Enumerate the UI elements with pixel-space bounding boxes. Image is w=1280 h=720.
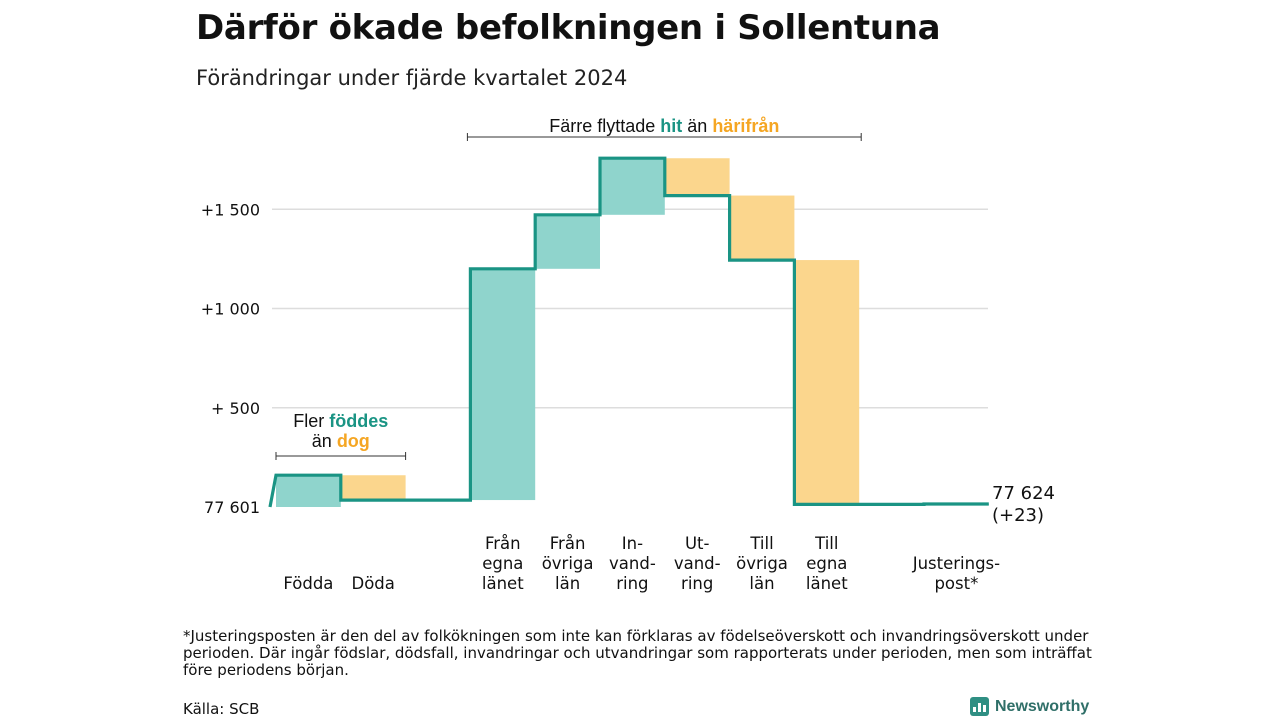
x-label-6: Ut- (685, 534, 710, 553)
migration-annotation-harifran: härifrån (712, 116, 779, 136)
x-label-1: Döda (352, 574, 395, 593)
source-text: Källa: SCB (183, 700, 260, 718)
running-total-line (268, 156, 989, 508)
x-label-6: ring (681, 574, 713, 593)
migration-annotation-prefix: Färre flyttade (549, 116, 660, 136)
chart-title: Därför ökade befolkningen i Sollentuna (196, 8, 941, 48)
y-tick-label: +1 000 (201, 300, 260, 319)
migration-annotation: Färre flyttade hit än härifrån (549, 116, 779, 136)
grid-lines (272, 208, 988, 409)
chart-subtitle: Förändringar under fjärde kvartalet 2024 (196, 66, 628, 90)
x-label-4: övriga (542, 554, 594, 573)
bar-5 (600, 158, 665, 215)
y-tick-label: +1 500 (201, 200, 260, 219)
x-label-7: övriga (736, 554, 788, 573)
migration-annotation-hit: hit (660, 116, 682, 136)
y-tick-label: 77 601 (204, 498, 260, 517)
end-value-label: 77 624 (992, 483, 1055, 504)
brand-name: Newsworthy (995, 697, 1090, 715)
waterfall-chart: 77 601+ 500+1 000+1 500 Födda DödaFrånegn… (201, 116, 1055, 593)
births-annotation-line1: Fler föddes (293, 411, 388, 431)
bar-3 (470, 268, 536, 501)
migration-annotation-middle: än (682, 116, 712, 136)
births-annotation-prefix: Fler (293, 411, 329, 431)
bars (276, 158, 989, 507)
brand: Newsworthy (970, 697, 1089, 716)
bar-8 (794, 260, 860, 505)
x-label-6: vand- (674, 554, 721, 573)
x-label-5: In- (622, 534, 643, 553)
x-label-7: län (749, 574, 774, 593)
x-label-8: länet (806, 574, 848, 593)
footnote: *Justeringsposten är den del av folkökni… (183, 627, 1092, 679)
bar-0 (276, 475, 341, 507)
x-label-8: Till (814, 534, 838, 553)
births-annotation-line2: än dog (312, 431, 370, 451)
bar-1 (340, 475, 406, 501)
deaths-annotation-prefix: än (312, 431, 337, 451)
x-label-10: Justerings- (912, 554, 1000, 573)
newsworthy-logo-icon (970, 697, 989, 716)
x-label-5: ring (616, 574, 648, 593)
x-label-0: Födda (283, 574, 333, 593)
x-label-4: län (555, 574, 580, 593)
bar-6 (664, 158, 730, 196)
bar-4 (535, 214, 600, 269)
x-label-10: post* (934, 574, 978, 593)
births-annotation-highlight: föddes (329, 411, 388, 431)
end-change-label: (+23) (992, 505, 1044, 526)
x-label-7: Till (749, 534, 773, 553)
x-label-4: Från (550, 534, 586, 553)
x-label-5: vand- (609, 554, 656, 573)
x-category-labels: Födda DödaFrånegnalänetFrånövrigalänIn-va… (283, 534, 1000, 593)
x-label-3: Från (485, 534, 521, 553)
bar-7 (729, 195, 795, 261)
x-label-3: egna (482, 554, 523, 573)
deaths-annotation-highlight: dog (337, 431, 370, 451)
y-tick-labels: 77 601 + 500 +1 000 +1 500 (201, 200, 260, 517)
x-label-8: egna (806, 554, 847, 573)
step-line (268, 156, 989, 508)
x-label-3: länet (482, 574, 524, 593)
y-tick-label: + 500 (211, 399, 260, 418)
